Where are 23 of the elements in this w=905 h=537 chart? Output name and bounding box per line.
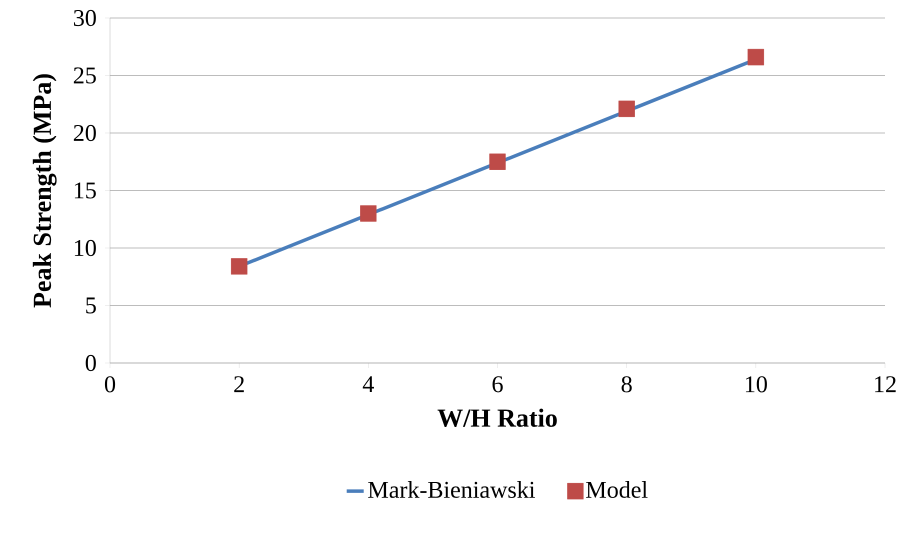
x-tick-label: 0 <box>104 376 116 392</box>
x-tick-label: 10 <box>746 376 767 392</box>
y-tick-label: 20 <box>74 124 96 142</box>
point <box>748 48 764 66</box>
y-axis-title: Peak Strength (MPa) <box>32 74 57 308</box>
y-tick-label: 10 <box>74 240 96 256</box>
y-tick-label: 15 <box>74 182 96 199</box>
point <box>618 100 635 118</box>
legend-label: Mark-Bieniawski <box>368 481 535 498</box>
legend-label: Model <box>586 481 648 498</box>
point <box>489 154 506 170</box>
point <box>230 258 248 275</box>
x-axis-title: W/H Ratio <box>438 408 557 428</box>
x-tick-label: 12 <box>875 376 896 392</box>
y-tick-label: 0 <box>86 354 96 372</box>
x-tick-label: 2 <box>234 376 244 392</box>
point <box>360 205 377 222</box>
x-tick-label: 6 <box>492 376 503 392</box>
x-tick-label: 4 <box>362 376 374 392</box>
y-tick-label: 5 <box>86 298 96 314</box>
x-tick-label: 8 <box>622 376 632 392</box>
y-tick-label: 30 <box>74 10 96 26</box>
y-tick-label: 25 <box>74 67 96 84</box>
